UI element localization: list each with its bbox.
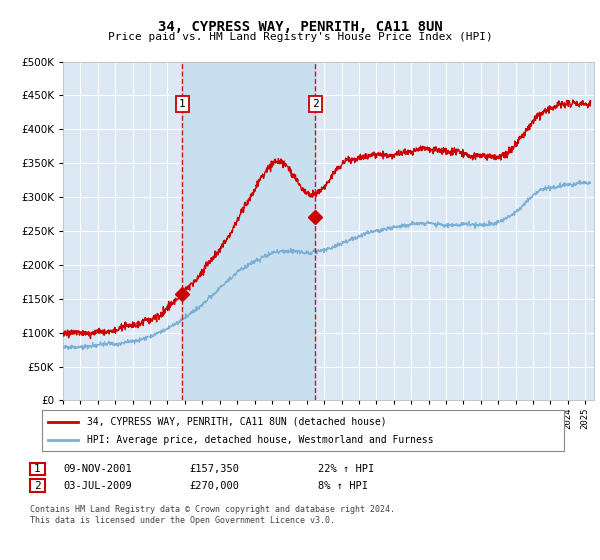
Text: Contains HM Land Registry data © Crown copyright and database right 2024.
This d: Contains HM Land Registry data © Crown c… [30,505,395,525]
Text: 34, CYPRESS WAY, PENRITH, CA11 8UN (detached house): 34, CYPRESS WAY, PENRITH, CA11 8UN (deta… [87,417,386,427]
Text: £157,350: £157,350 [189,464,239,474]
Text: £270,000: £270,000 [189,480,239,491]
Text: 2: 2 [34,480,41,491]
Text: Price paid vs. HM Land Registry's House Price Index (HPI): Price paid vs. HM Land Registry's House … [107,32,493,43]
Text: 22% ↑ HPI: 22% ↑ HPI [318,464,374,474]
Text: 8% ↑ HPI: 8% ↑ HPI [318,480,368,491]
Text: 34, CYPRESS WAY, PENRITH, CA11 8UN: 34, CYPRESS WAY, PENRITH, CA11 8UN [158,20,442,34]
Text: 1: 1 [179,99,186,109]
Text: 1: 1 [34,464,41,474]
Bar [182,62,316,400]
Text: 09-NOV-2001: 09-NOV-2001 [63,464,132,474]
Text: 2: 2 [312,99,319,109]
Text: 03-JUL-2009: 03-JUL-2009 [63,480,132,491]
Text: HPI: Average price, detached house, Westmorland and Furness: HPI: Average price, detached house, West… [87,435,434,445]
